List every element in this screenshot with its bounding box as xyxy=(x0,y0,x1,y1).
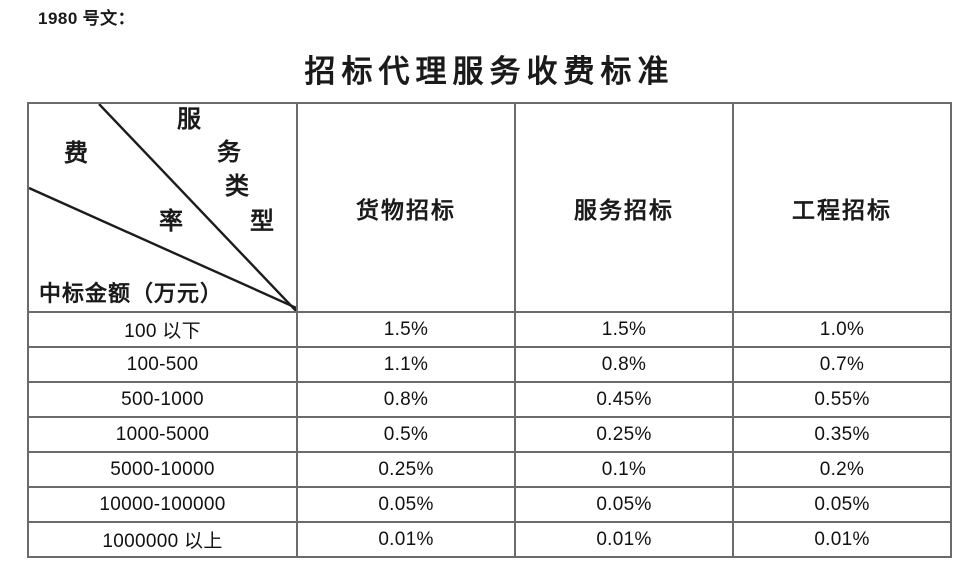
rate-cell: 1.5% xyxy=(516,313,734,348)
doc-number: 1980 xyxy=(38,9,78,28)
rate-cell: 0.01% xyxy=(734,523,952,558)
column-header-services: 服务招标 xyxy=(516,104,734,313)
rate-cell: 0.05% xyxy=(516,488,734,523)
amount-axis-label: 中标金额（万元） xyxy=(39,281,224,306)
row-label: 100-500 xyxy=(29,348,298,383)
rate-cell: 0.55% xyxy=(734,383,952,418)
diagonal-line-upper xyxy=(98,104,296,311)
row-label: 10000-100000 xyxy=(29,488,298,523)
rate-cell: 0.25% xyxy=(298,453,516,488)
rate-cell: 0.8% xyxy=(298,383,516,418)
corner-service-type-char: 务 xyxy=(217,140,241,166)
rate-cell: 0.8% xyxy=(516,348,734,383)
column-header-engineering: 工程招标 xyxy=(734,104,952,313)
row-label: 100 以下 xyxy=(29,313,298,348)
corner-service-type-char: 服 xyxy=(177,107,201,133)
fee-standard-table: 服 务 类 型 费 率 中标金额（万元） 货物招标 服务招标 工程招标 100 … xyxy=(27,102,952,558)
corner-header-cell: 服 务 类 型 费 率 中标金额（万元） xyxy=(29,104,298,313)
rate-cell: 0.25% xyxy=(516,418,734,453)
page-title: 招标代理服务收费标准 xyxy=(304,54,675,89)
rate-cell: 0.5% xyxy=(298,418,516,453)
rate-cell: 0.45% xyxy=(516,383,734,418)
rate-cell: 0.01% xyxy=(516,523,734,558)
row-label: 500-1000 xyxy=(29,383,298,418)
row-label: 1000-5000 xyxy=(29,418,298,453)
rate-cell: 0.7% xyxy=(734,348,952,383)
rate-cell: 0.2% xyxy=(734,453,952,488)
rate-cell: 0.05% xyxy=(298,488,516,523)
corner-fee-rate-char: 费 xyxy=(64,141,88,167)
rate-cell: 0.05% xyxy=(734,488,952,523)
rate-cell: 1.0% xyxy=(734,313,952,348)
row-label: 1000000 以上 xyxy=(29,523,298,558)
rate-cell: 0.1% xyxy=(516,453,734,488)
corner-fee-rate-char: 率 xyxy=(159,209,183,235)
rate-cell: 1.1% xyxy=(298,348,516,383)
corner-service-type-char: 类 xyxy=(225,174,249,200)
row-label: 5000-10000 xyxy=(29,453,298,488)
rate-cell: 1.5% xyxy=(298,313,516,348)
diagonal-line-lower xyxy=(29,186,296,310)
doc-number-suffix: 号文： xyxy=(82,9,136,28)
doc-number-label: 1980 号文： xyxy=(38,4,135,29)
corner-service-type-char: 型 xyxy=(250,209,274,235)
column-header-goods: 货物招标 xyxy=(298,104,516,313)
rate-cell: 0.35% xyxy=(734,418,952,453)
diagonal-lines xyxy=(29,104,296,311)
rate-cell: 0.01% xyxy=(298,523,516,558)
